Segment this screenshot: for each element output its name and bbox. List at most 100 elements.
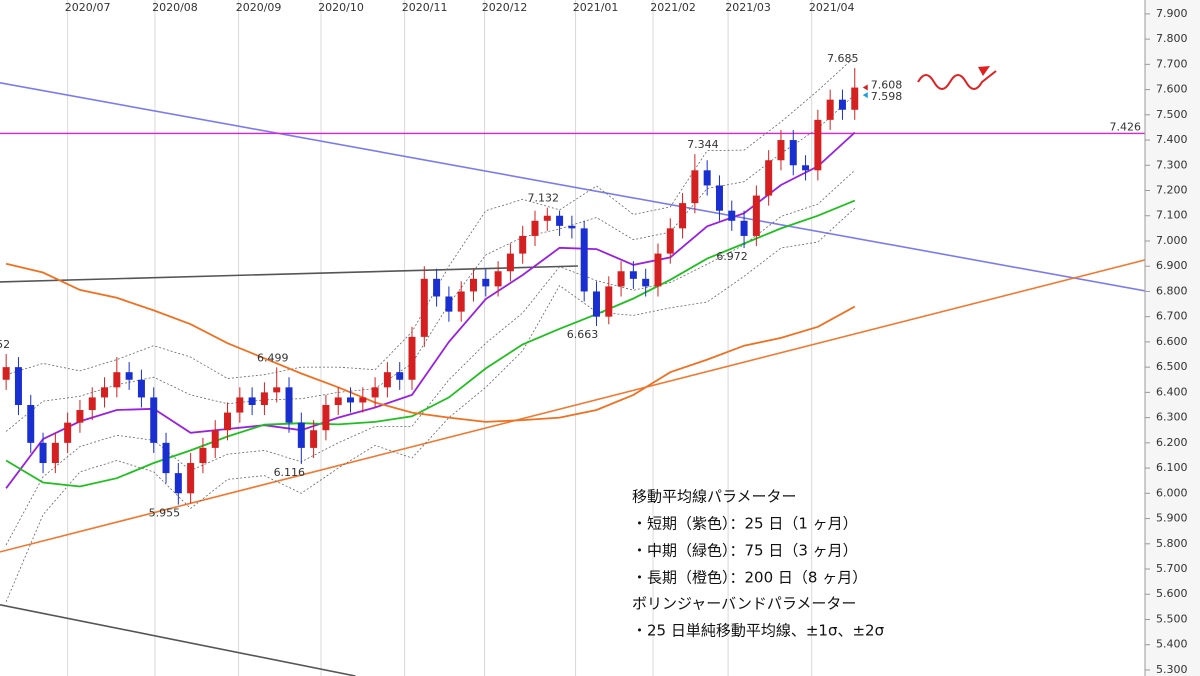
high-label: 6.499	[257, 351, 289, 364]
y-tick-label: 6.700	[1156, 310, 1188, 323]
candle-body	[211, 430, 219, 448]
y-tick-label: 7.800	[1156, 32, 1188, 45]
candle-body	[2, 367, 10, 380]
x-tick-label: 2021/02	[650, 1, 696, 14]
candle-body	[826, 99, 834, 120]
candle-body	[445, 296, 453, 312]
candle-body	[371, 387, 379, 398]
bid-label: 7.598	[871, 90, 903, 103]
x-tick-label: 2020/09	[236, 1, 282, 14]
candle-body	[519, 235, 527, 254]
bid-marker	[862, 92, 868, 99]
candle-body	[150, 397, 158, 443]
y-tick-label: 7.200	[1156, 184, 1188, 197]
candle-body	[273, 387, 281, 393]
candle-body	[777, 140, 785, 161]
hline-label: 7.426	[1110, 120, 1142, 133]
candle-body	[715, 185, 723, 211]
bollinger-band	[5, 170, 856, 546]
y-tick-label: 6.300	[1156, 411, 1188, 424]
candle-body	[543, 215, 551, 221]
y-tick-label: 6.900	[1156, 259, 1188, 272]
candle-body	[802, 165, 810, 171]
candle-body	[322, 404, 330, 431]
y-tick-label: 7.000	[1156, 234, 1188, 247]
y-tick-label: 7.300	[1156, 158, 1188, 171]
x-tick-label: 2021/04	[809, 1, 855, 14]
candle-body	[592, 291, 600, 317]
candle-body	[285, 387, 293, 423]
candle-body	[457, 291, 465, 312]
x-tick-label: 2021/03	[725, 1, 771, 14]
y-tick-label: 6.500	[1156, 360, 1188, 373]
candle-body	[51, 442, 59, 464]
candle-body	[396, 372, 404, 380]
y-axis-panel	[1145, 0, 1200, 676]
high-label: 7.344	[687, 138, 719, 151]
y-tick-label: 5.400	[1156, 638, 1188, 651]
x-tick-label: 2020/12	[482, 1, 528, 14]
note: ・中期（緑色）：75 日（3 ヶ月）	[632, 542, 858, 560]
candle-body	[605, 286, 613, 317]
candle-body	[39, 442, 47, 464]
low-label: 6.663	[567, 328, 599, 341]
candle-body	[187, 463, 195, 494]
candle-body	[88, 397, 96, 411]
candle-body	[728, 210, 736, 221]
candle-body	[383, 372, 391, 388]
high-label: 7.685	[827, 52, 859, 65]
candle-body	[248, 397, 256, 405]
candle-body	[137, 379, 145, 398]
candle-body	[310, 430, 318, 448]
candle-body	[347, 397, 355, 403]
candle-body	[260, 392, 268, 405]
moving-average	[5, 262, 856, 423]
candle-body	[531, 220, 539, 236]
y-tick-label: 6.200	[1156, 436, 1188, 449]
high-label: 6.552	[0, 338, 10, 351]
y-tick-label: 5.700	[1156, 562, 1188, 575]
y-tick-label: 7.700	[1156, 57, 1188, 70]
bollinger-band	[5, 207, 856, 602]
y-tick-label: 7.600	[1156, 83, 1188, 96]
low-label: 6.116	[274, 466, 306, 479]
candle-body	[556, 215, 564, 226]
squiggle-arrow	[917, 70, 997, 90]
y-tick-label: 6.000	[1156, 486, 1188, 499]
candle-body	[162, 442, 170, 474]
y-tick-label: 7.100	[1156, 209, 1188, 222]
candle-body	[236, 397, 244, 413]
bollinger-band	[5, 56, 856, 379]
candle-body	[64, 422, 72, 443]
last-price-marker	[862, 84, 868, 91]
moving-average	[5, 199, 856, 488]
candle-body	[494, 271, 502, 287]
candle-body	[642, 278, 650, 287]
last-price-label: 7.608	[871, 79, 903, 92]
candle-body	[752, 195, 760, 236]
x-tick-label: 2021/01	[573, 1, 619, 14]
candle-body	[580, 228, 588, 292]
y-tick-label: 6.400	[1156, 385, 1188, 398]
candle-body	[14, 367, 22, 405]
y-tick-label: 6.800	[1156, 284, 1188, 297]
note: 移動平均線パラメーター	[632, 488, 797, 506]
y-tick-label: 5.900	[1156, 512, 1188, 525]
y-tick-label: 7.900	[1156, 7, 1188, 20]
candle-body	[765, 160, 773, 196]
candle-body	[101, 387, 109, 398]
y-tick-label: 6.100	[1156, 461, 1188, 474]
low-label: 5.955	[149, 507, 181, 520]
arrow-head	[978, 66, 990, 76]
candle-body	[297, 422, 305, 448]
y-tick-label: 5.300	[1156, 663, 1188, 676]
candle-body	[174, 473, 182, 494]
candles-layer	[2, 68, 859, 505]
candle-body	[420, 278, 428, 337]
axis-layer: 2020/07 2020/08 2020/09 2020/10 2020/11 2020/…	[65, 1, 1188, 676]
candle-body	[691, 170, 699, 204]
candle-body	[740, 220, 748, 236]
candle-body	[789, 140, 797, 166]
trendline	[0, 604, 356, 676]
